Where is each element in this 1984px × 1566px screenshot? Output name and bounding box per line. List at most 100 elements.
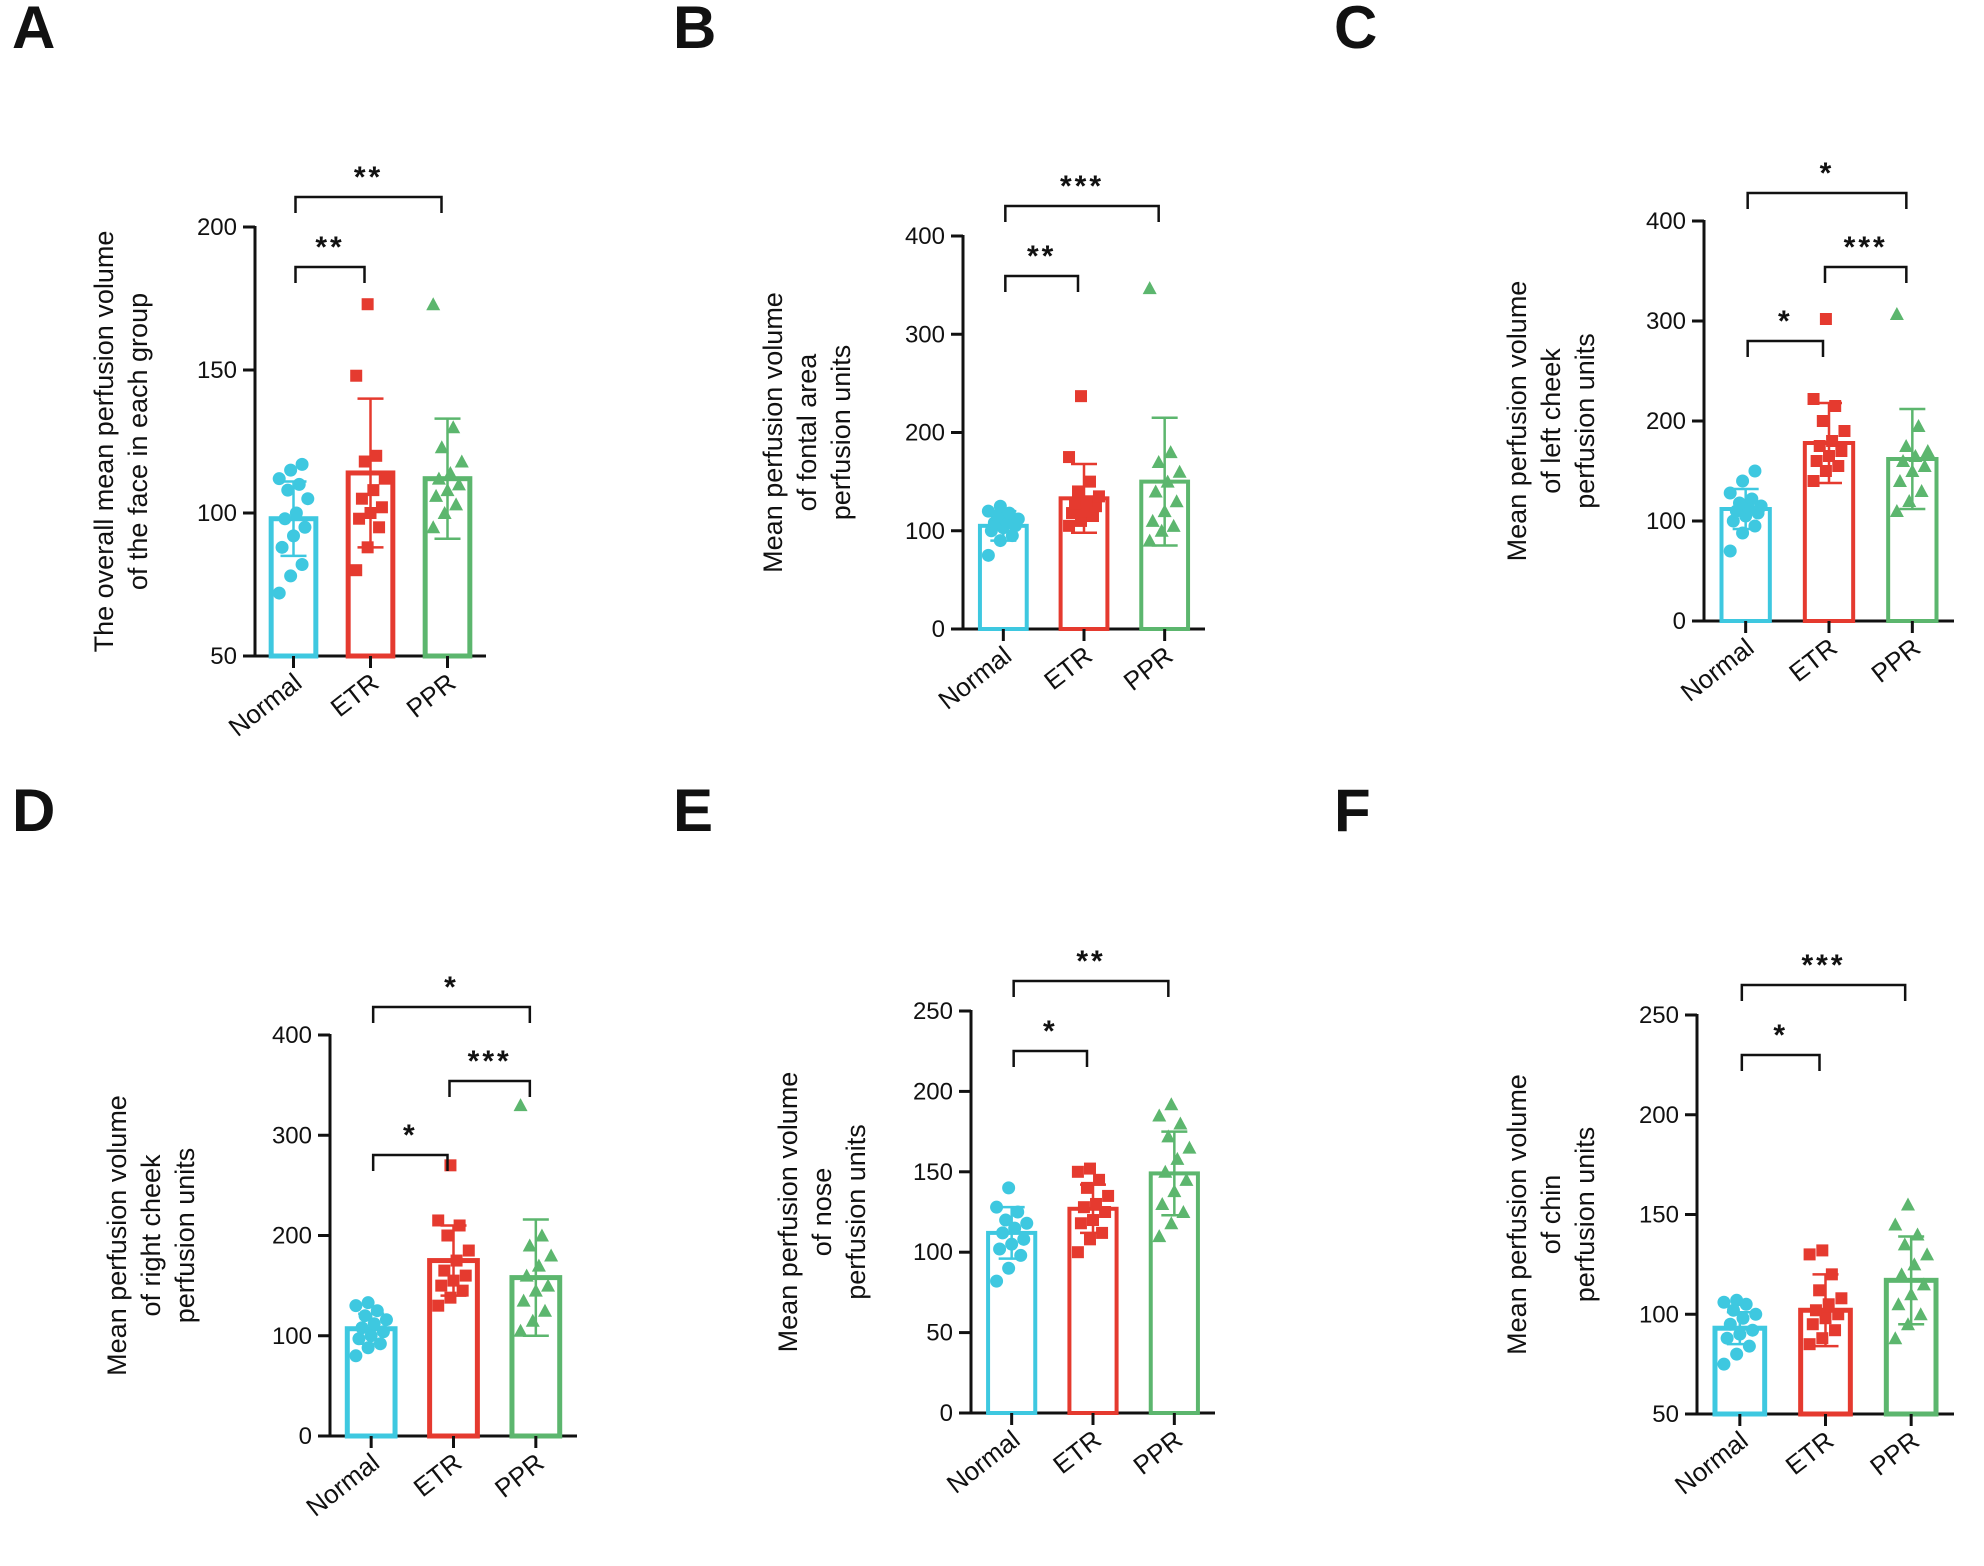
data-point xyxy=(519,1268,534,1282)
data-point xyxy=(1819,465,1832,477)
data-point xyxy=(1803,1248,1816,1261)
data-point xyxy=(1167,1184,1182,1198)
significance-label: ** xyxy=(354,161,383,194)
data-point xyxy=(1096,1226,1109,1239)
significance-label: * xyxy=(1778,305,1793,338)
significance-label: *** xyxy=(1844,231,1888,264)
data-point xyxy=(450,1254,463,1267)
data-point xyxy=(1020,1216,1034,1230)
data-point xyxy=(531,1258,546,1272)
data-point xyxy=(1888,1331,1903,1345)
y-tick-label: 400 xyxy=(1646,208,1686,235)
data-point xyxy=(1145,513,1160,527)
data-point xyxy=(1916,1277,1931,1291)
data-point xyxy=(1092,490,1105,503)
data-point xyxy=(522,1238,537,1252)
data-point xyxy=(993,534,1007,548)
data-point xyxy=(358,1309,372,1323)
chart-d: 0 100 200 300 400 Mean perfusion volume of rig… xyxy=(102,971,577,1522)
data-point xyxy=(375,501,388,514)
y-axis-label: Mean perfusion volume xyxy=(102,1095,132,1376)
significance-bracket: *** xyxy=(448,1045,532,1097)
data-point xyxy=(1920,1247,1935,1261)
data-point xyxy=(1063,519,1076,532)
data-point xyxy=(1749,1307,1763,1321)
bracket-line xyxy=(294,265,366,283)
y-axis-label: Mean perfusion volume xyxy=(1502,1074,1532,1355)
y-tick-label: 400 xyxy=(905,223,945,250)
category-label-etr: ETR xyxy=(1038,640,1097,696)
data-point xyxy=(1002,1261,1016,1275)
data-point xyxy=(513,1323,528,1337)
data-point xyxy=(1892,474,1907,487)
y-tick-label: 150 xyxy=(913,1159,953,1186)
data-point xyxy=(1151,454,1166,468)
y-tick-label: 400 xyxy=(272,1022,312,1049)
data-point xyxy=(993,499,1007,513)
data-point xyxy=(996,1226,1010,1240)
data-point xyxy=(1736,1311,1750,1325)
data-point xyxy=(370,1304,384,1318)
data-point xyxy=(1002,506,1016,520)
category-label-ppr: PPR xyxy=(1118,640,1179,697)
data-point xyxy=(513,1098,528,1112)
data-point xyxy=(1810,455,1823,467)
data-point xyxy=(1914,484,1929,497)
data-point xyxy=(1900,1317,1915,1331)
chart-c: 0 100 200 300 400 Mean perfusion volume of lef… xyxy=(1502,157,1954,707)
data-point xyxy=(434,440,449,454)
data-point xyxy=(1910,1227,1925,1241)
data-point xyxy=(1897,1237,1912,1251)
significance-label: *** xyxy=(1801,949,1845,982)
category-label-etr: ETR xyxy=(1780,1425,1839,1481)
data-point xyxy=(449,497,464,511)
bracket-line xyxy=(1012,979,1170,997)
panel-b: B 0 100 200 300 400 Mean perfusion volume of f… xyxy=(661,0,1322,783)
chart-a: 50 100 150 200 The overall mean perfusion vo… xyxy=(89,161,486,742)
data-point xyxy=(1164,1216,1179,1230)
data-point xyxy=(1148,484,1163,498)
y-tick-label: 100 xyxy=(197,500,237,527)
data-point xyxy=(1163,445,1178,459)
data-point xyxy=(1069,497,1082,510)
data-point xyxy=(361,1296,375,1310)
data-point xyxy=(1169,494,1184,508)
bracket-line xyxy=(1746,191,1908,209)
data-point xyxy=(1071,1165,1084,1178)
data-point xyxy=(1832,460,1845,472)
data-point xyxy=(1074,1217,1087,1230)
y-axis-label: perfusion units xyxy=(826,345,856,521)
data-point xyxy=(451,477,466,491)
data-point xyxy=(378,472,391,485)
data-point xyxy=(1736,526,1750,540)
data-point xyxy=(1829,1324,1842,1337)
category-label-normal: Normal xyxy=(941,1424,1026,1499)
data-point xyxy=(444,1159,457,1172)
data-point xyxy=(1736,474,1750,488)
data-point xyxy=(1720,1331,1734,1345)
data-point xyxy=(1002,1181,1016,1195)
data-point xyxy=(1157,504,1172,518)
data-point xyxy=(440,483,455,497)
data-point xyxy=(1179,1172,1194,1186)
significance-bracket: ** xyxy=(294,231,366,283)
y-tick-label: 150 xyxy=(197,357,237,384)
y-tick-label: 200 xyxy=(913,1078,953,1105)
data-point xyxy=(350,369,363,382)
y-tick-label: 250 xyxy=(1639,1002,1679,1029)
data-point xyxy=(361,298,374,311)
bar-normal xyxy=(986,1230,1038,1415)
category-label-ppr: PPR xyxy=(489,1447,550,1504)
data-point xyxy=(1835,445,1848,457)
data-point xyxy=(432,1299,445,1312)
y-axis-label: perfusion units xyxy=(841,1124,871,1300)
data-point xyxy=(1066,507,1079,520)
panel-d: D 0 100 200 300 400 Mean perfusion volume of r… xyxy=(0,781,661,1566)
data-point xyxy=(1819,1312,1832,1325)
data-point xyxy=(358,455,371,468)
data-point xyxy=(379,1313,393,1327)
y-tick-label: 0 xyxy=(940,1400,953,1427)
data-point xyxy=(1161,1129,1176,1143)
data-point xyxy=(1813,440,1826,452)
data-point xyxy=(1803,1338,1816,1351)
